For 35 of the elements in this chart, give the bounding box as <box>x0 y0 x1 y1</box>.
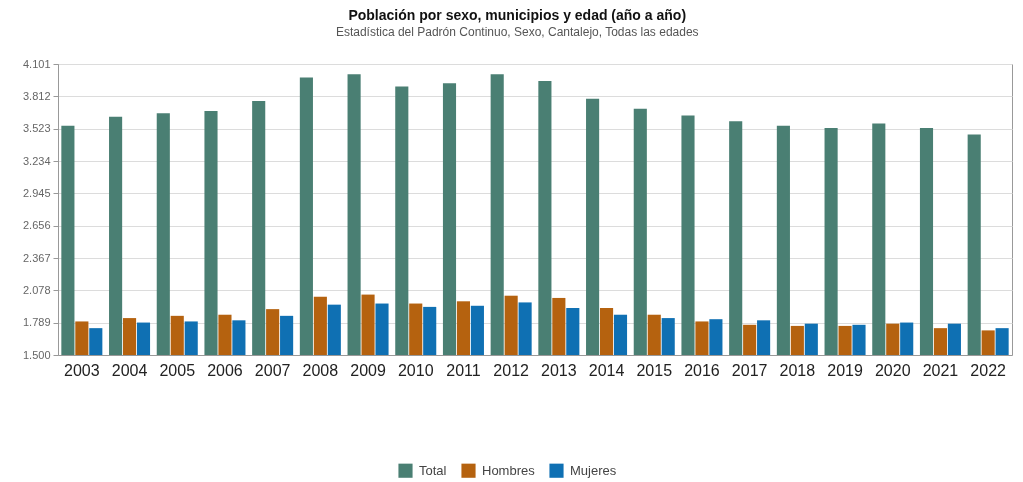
legend-label: Mujeres <box>570 462 617 478</box>
chart-subtitle: Estadística del Padrón Continuo, Sexo, Cantalejo, Todas las edades <box>335 25 699 39</box>
x-tick-label: 2021 <box>922 361 959 379</box>
x-tick-label: 2015 <box>636 361 673 379</box>
y-tick-label: 1.500 <box>22 348 51 361</box>
legend-label: Total <box>419 462 447 478</box>
y-tick-label: 2.656 <box>22 219 51 232</box>
x-tick-label: 2011 <box>446 361 481 379</box>
legend-label: Hombres <box>482 462 536 478</box>
x-tick-label: 2009 <box>350 361 386 379</box>
y-tick-label: 2.367 <box>22 251 51 264</box>
x-tick-label: 2008 <box>302 361 339 379</box>
x-tick-label: 2006 <box>207 361 243 379</box>
y-tick-label: 3.234 <box>22 154 51 167</box>
x-tick-label: 2017 <box>731 361 768 379</box>
y-tick-label: 4.101 <box>22 57 51 70</box>
x-tick-label: 2010 <box>397 361 434 379</box>
x-tick-label: 2016 <box>684 361 720 379</box>
x-tick-label: 2014 <box>588 361 625 379</box>
x-tick-label: 2018 <box>779 361 816 379</box>
x-tick-label: 2012 <box>493 361 530 379</box>
y-tick-label: 2.945 <box>22 186 51 199</box>
x-tick-label: 2013 <box>541 361 577 379</box>
x-tick-label: 2007 <box>254 361 291 379</box>
x-tick-label: 2005 <box>159 361 196 379</box>
y-tick-label: 3.523 <box>22 122 51 135</box>
x-tick-label: 2004 <box>111 361 148 379</box>
y-tick-label: 2.078 <box>22 283 51 296</box>
chart-title: Población por sexo, municipios y edad (año a año) <box>348 7 687 23</box>
x-tick-label: 2003 <box>64 361 100 379</box>
x-tick-label: 2019 <box>827 361 863 379</box>
x-tick-label: 2022 <box>970 361 1007 379</box>
y-tick-label: 1.789 <box>22 316 51 329</box>
y-tick-label: 3.812 <box>22 89 51 102</box>
x-tick-label: 2020 <box>874 361 911 379</box>
